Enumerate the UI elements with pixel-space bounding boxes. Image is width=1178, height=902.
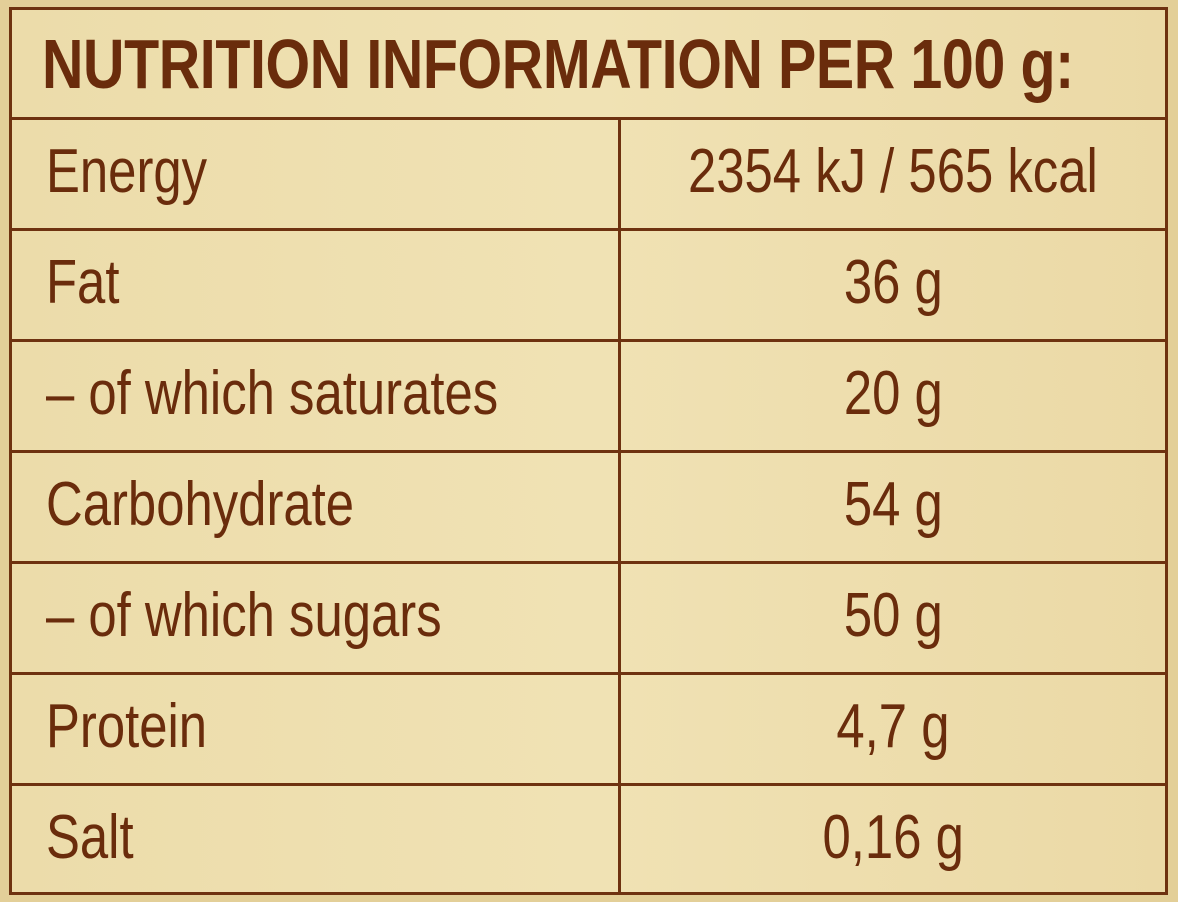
- nutrient-value: 0,16 g: [822, 803, 964, 872]
- nutrient-value-cell: 20 g: [621, 358, 1165, 429]
- nutrient-label: – of which saturates: [46, 359, 499, 428]
- nutrient-value-cell: 36 g: [621, 247, 1165, 318]
- nutrient-label: Fat: [46, 248, 120, 317]
- table-row: – of which saturates 20 g: [12, 342, 1165, 453]
- nutrient-label: Carbohydrate: [46, 470, 355, 539]
- table-row: – of which sugars 50 g: [12, 564, 1165, 675]
- nutrient-value-cell: 4,7 g: [621, 691, 1165, 762]
- table-row: Salt 0,16 g: [12, 786, 1165, 897]
- nutrition-table: NUTRITION INFORMATION PER 100 g: Energy 2…: [9, 7, 1168, 895]
- nutrient-value: 20 g: [843, 359, 943, 428]
- nutrient-label: Energy: [46, 137, 208, 206]
- column-divider: [618, 120, 621, 892]
- nutrient-label: – of which sugars: [46, 581, 442, 650]
- nutrient-value: 36 g: [843, 248, 943, 317]
- nutrient-value-cell: 0,16 g: [621, 802, 1165, 873]
- table-row: Fat 36 g: [12, 231, 1165, 342]
- nutrient-value: 4,7 g: [836, 692, 950, 761]
- nutrient-value: 50 g: [843, 581, 943, 650]
- table-title: NUTRITION INFORMATION PER 100 g:: [42, 25, 1074, 103]
- nutrient-label: Protein: [46, 692, 208, 761]
- nutrient-value: 2354 kJ / 565 kcal: [688, 137, 1098, 206]
- table-row: Carbohydrate 54 g: [12, 453, 1165, 564]
- table-row: Energy 2354 kJ / 565 kcal: [12, 120, 1165, 231]
- nutrient-value-cell: 54 g: [621, 469, 1165, 540]
- nutrient-value-cell: 2354 kJ / 565 kcal: [621, 136, 1165, 207]
- nutrient-label: Salt: [46, 803, 134, 872]
- table-row: Protein 4,7 g: [12, 675, 1165, 786]
- nutrient-value: 54 g: [843, 470, 943, 539]
- nutrient-value-cell: 50 g: [621, 580, 1165, 651]
- table-header: NUTRITION INFORMATION PER 100 g:: [12, 10, 1165, 120]
